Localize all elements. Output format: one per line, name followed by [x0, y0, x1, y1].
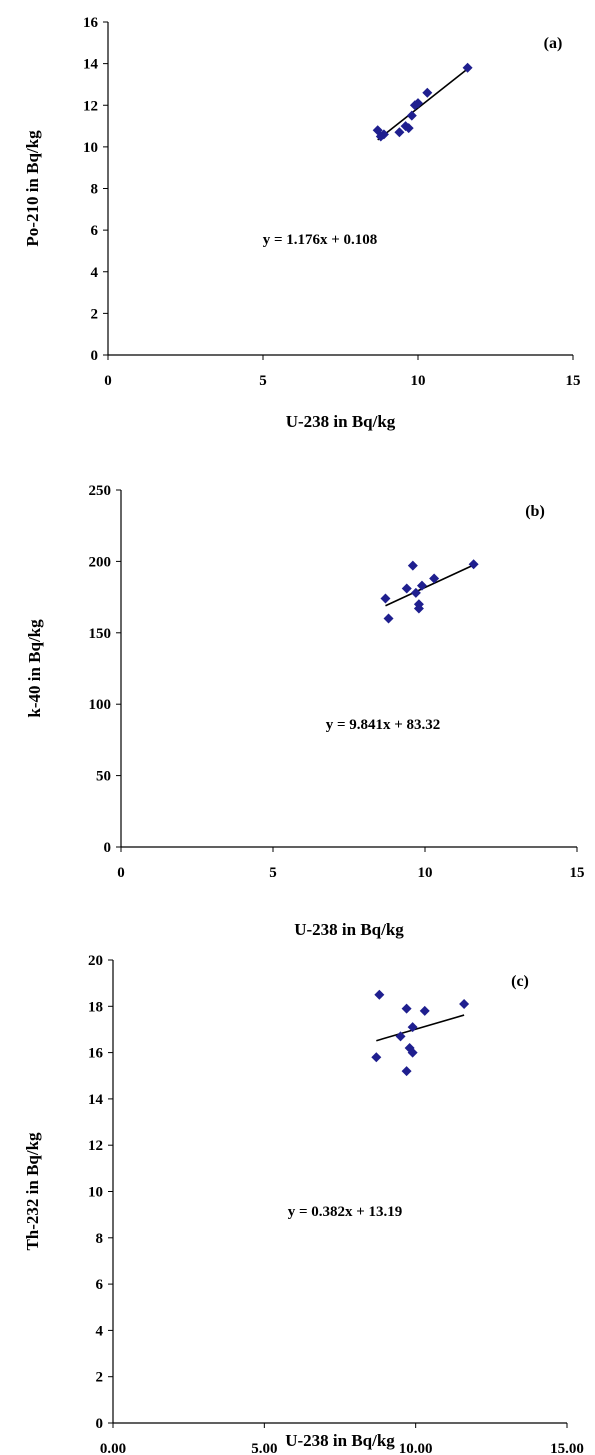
panel-label: (c): [511, 973, 529, 990]
y-tick-label: 18: [88, 999, 103, 1015]
x-tick-label: 0: [117, 865, 125, 881]
data-point: [429, 573, 440, 584]
data-point: [416, 580, 427, 591]
trendline: [376, 1014, 465, 1042]
panel-label: (a): [544, 35, 563, 52]
y-tick-label: 4: [91, 265, 99, 281]
x-tick-label: 15.00: [550, 1441, 584, 1455]
y-tick-label: 50: [96, 769, 111, 785]
data-point: [406, 110, 417, 121]
y-tick-label: 2: [96, 1370, 104, 1386]
data-point: [371, 1052, 382, 1063]
data-point: [380, 593, 391, 604]
y-tick-label: 150: [89, 626, 112, 642]
chart-panel-c: 0 2 4 6 8 10 12 14 16 18 20 0.00 5.00 10.00 15.00 U-238…: [23, 953, 584, 1455]
y-tick-label: 8: [91, 182, 99, 198]
chart-panel-b: 0 50 100 150 200 250 0 5 10 15 U-238 in Bq/kg k-40 …: [25, 483, 585, 939]
y-tick-label: 250: [89, 483, 112, 499]
y-tick-label: 6: [96, 1277, 104, 1293]
x-tick-label: 0: [104, 373, 112, 389]
y-tick-label: 16: [88, 1046, 104, 1062]
chart-panel-a: 0 2 4 6 8 10 12 14 16 0 5 10 15 U-238 in Bq/kg Po-210 …: [23, 15, 581, 431]
x-tick-label: 10: [418, 865, 433, 881]
y-tick-label: 8: [96, 1231, 104, 1247]
data-point: [401, 1003, 412, 1014]
x-tick-label: 15: [570, 865, 585, 881]
data-point: [401, 583, 412, 594]
y-tick-label: 12: [88, 1138, 103, 1154]
y-axis-title: Th-232 in Bq/kg: [23, 1132, 42, 1251]
data-point: [407, 1022, 418, 1033]
y-tick-label: 6: [91, 223, 99, 239]
y-axis-title: Po-210 in Bq/kg: [23, 130, 42, 247]
y-tick-label: 10: [88, 1185, 103, 1201]
y-tick-label: 16: [83, 15, 99, 31]
data-point: [401, 1066, 412, 1077]
data-point: [395, 1031, 406, 1042]
y-tick-label: 200: [89, 554, 112, 570]
x-tick-label: 10.00: [399, 1441, 433, 1455]
panel-label: (b): [525, 503, 545, 520]
y-tick-label: 2: [91, 306, 99, 322]
x-axis-title: U-238 in Bq/kg: [294, 920, 404, 939]
x-tick-label: 5: [269, 865, 277, 881]
data-point: [413, 599, 424, 610]
trendline: [385, 564, 474, 607]
x-tick-label: 15: [566, 373, 581, 389]
x-tick-label: 10: [411, 373, 426, 389]
x-tick-label: 0.00: [100, 1441, 126, 1455]
y-tick-label: 0: [96, 1416, 104, 1432]
y-tick-label: 4: [96, 1323, 104, 1339]
y-tick-label: 12: [83, 98, 98, 114]
data-point: [468, 559, 479, 570]
x-axis-title: U-238 in Bq/kg: [286, 412, 396, 431]
data-point: [383, 613, 394, 624]
y-axis-title: k-40 in Bq/kg: [25, 619, 44, 718]
data-point: [407, 1047, 418, 1058]
y-tick-label: 14: [88, 1092, 104, 1108]
y-tick-label: 20: [88, 953, 103, 969]
y-tick-label: 0: [91, 348, 99, 364]
data-point: [422, 87, 433, 98]
y-tick-label: 100: [89, 697, 112, 713]
data-point: [462, 62, 473, 73]
data-point: [403, 123, 414, 134]
data-point: [378, 129, 389, 140]
data-point: [413, 98, 423, 109]
data-point: [407, 560, 418, 571]
trendline-equation: y = 9.841x + 83.32: [326, 717, 441, 733]
data-point: [419, 1005, 430, 1016]
y-tick-label: 14: [83, 57, 99, 73]
data-point: [374, 989, 385, 1000]
y-tick-label: 10: [83, 140, 98, 156]
data-point: [459, 998, 470, 1009]
trendline: [377, 68, 469, 141]
x-tick-label: 5.00: [251, 1441, 277, 1455]
y-tick-label: 0: [104, 840, 112, 856]
trendline-equation: y = 1.176x + 0.108: [263, 232, 378, 248]
trendline-equation: y = 0.382x + 13.19: [288, 1204, 403, 1220]
x-axis-title: U-238 in Bq/kg: [285, 1431, 395, 1450]
x-tick-label: 5: [259, 373, 267, 389]
data-point: [410, 587, 421, 598]
data-point: [394, 127, 405, 138]
